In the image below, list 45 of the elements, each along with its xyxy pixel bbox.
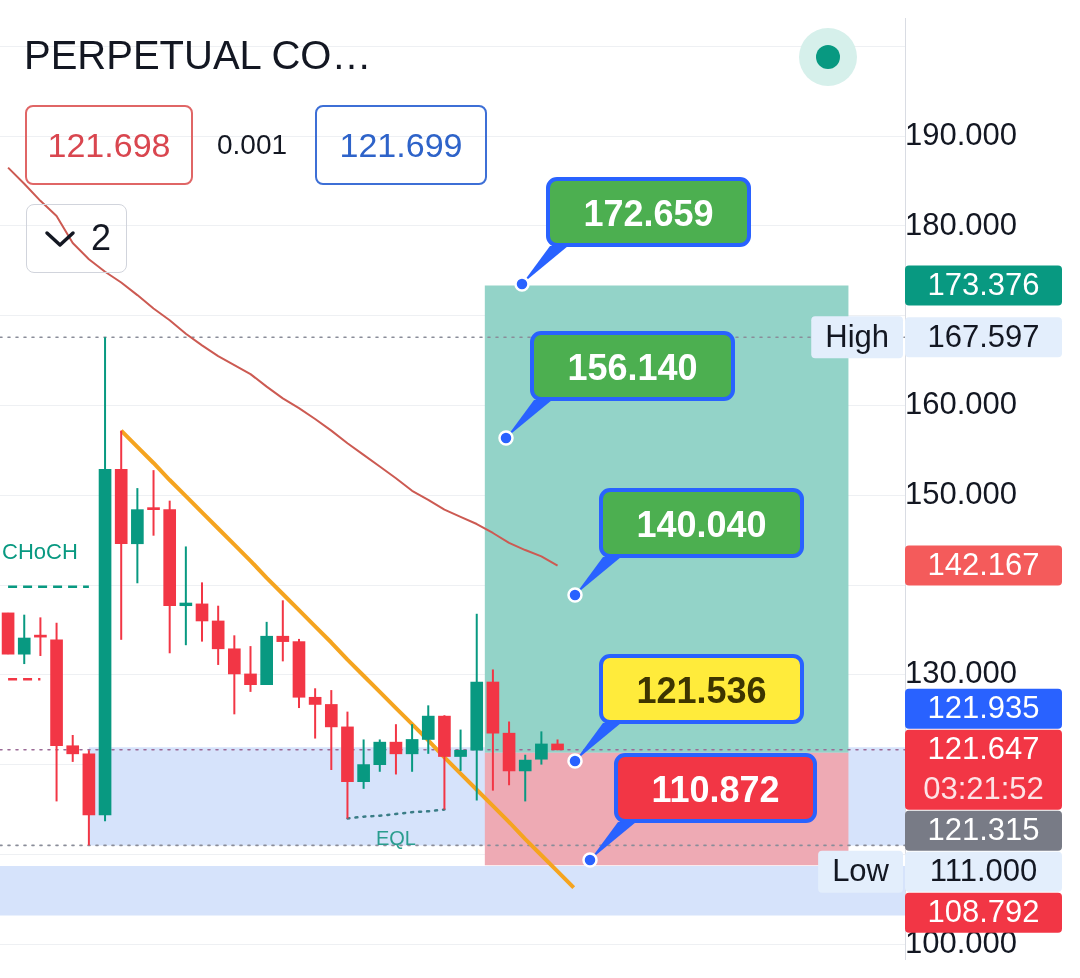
annotation: 156.140 xyxy=(567,346,698,388)
candlestick xyxy=(518,753,532,803)
text: 121.935 xyxy=(927,690,1040,726)
candlestick xyxy=(276,599,290,663)
ref-line-label: Low xyxy=(832,853,890,889)
annotation: CHoCH xyxy=(2,538,78,564)
candlestick xyxy=(308,687,322,740)
annotation: 110.872 xyxy=(651,768,780,810)
y-tick-label: 160.000 xyxy=(905,386,1018,422)
count-dropdown: 2 xyxy=(26,204,127,273)
y-tick-label: 130.000 xyxy=(905,655,1018,691)
text: 142.167 xyxy=(927,547,1040,583)
text: 111.000 xyxy=(929,853,1038,889)
candlestick xyxy=(421,704,435,755)
candlestick xyxy=(324,689,338,771)
candlestick xyxy=(454,728,467,772)
line-series xyxy=(346,808,446,820)
ref-line-label: High xyxy=(825,318,889,354)
candlestick xyxy=(66,733,80,763)
candlestick xyxy=(147,469,160,537)
text: 03:21:52 xyxy=(923,771,1044,807)
y-tick-label: 190.000 xyxy=(905,116,1018,152)
annotation: 140.040 xyxy=(636,503,767,545)
annotation: 121.536 xyxy=(636,669,767,711)
text: 173.376 xyxy=(927,266,1040,302)
text: 121.647 xyxy=(927,731,1040,767)
chart-title: PERPETUAL CO… xyxy=(24,32,372,79)
y-tick-label: 150.000 xyxy=(905,475,1018,511)
candlestick xyxy=(244,645,257,693)
annotation: 2 xyxy=(91,217,112,258)
annotation: EQL xyxy=(375,827,416,850)
candlestick xyxy=(535,730,548,766)
y-tick-label: 180.000 xyxy=(905,206,1018,242)
annotation: 0.001 xyxy=(217,128,288,162)
candlestick xyxy=(405,723,419,773)
candlestick xyxy=(389,723,403,776)
candlestick xyxy=(357,738,370,790)
candlestick xyxy=(373,738,387,773)
annotation: 172.659 xyxy=(583,192,714,234)
buy-button: 121.699 xyxy=(315,105,487,185)
text: 167.597 xyxy=(927,318,1040,354)
sell-button: 121.698 xyxy=(25,105,193,185)
candlestick xyxy=(17,613,31,666)
candlestick xyxy=(195,581,209,643)
text: 121.315 xyxy=(927,812,1040,848)
